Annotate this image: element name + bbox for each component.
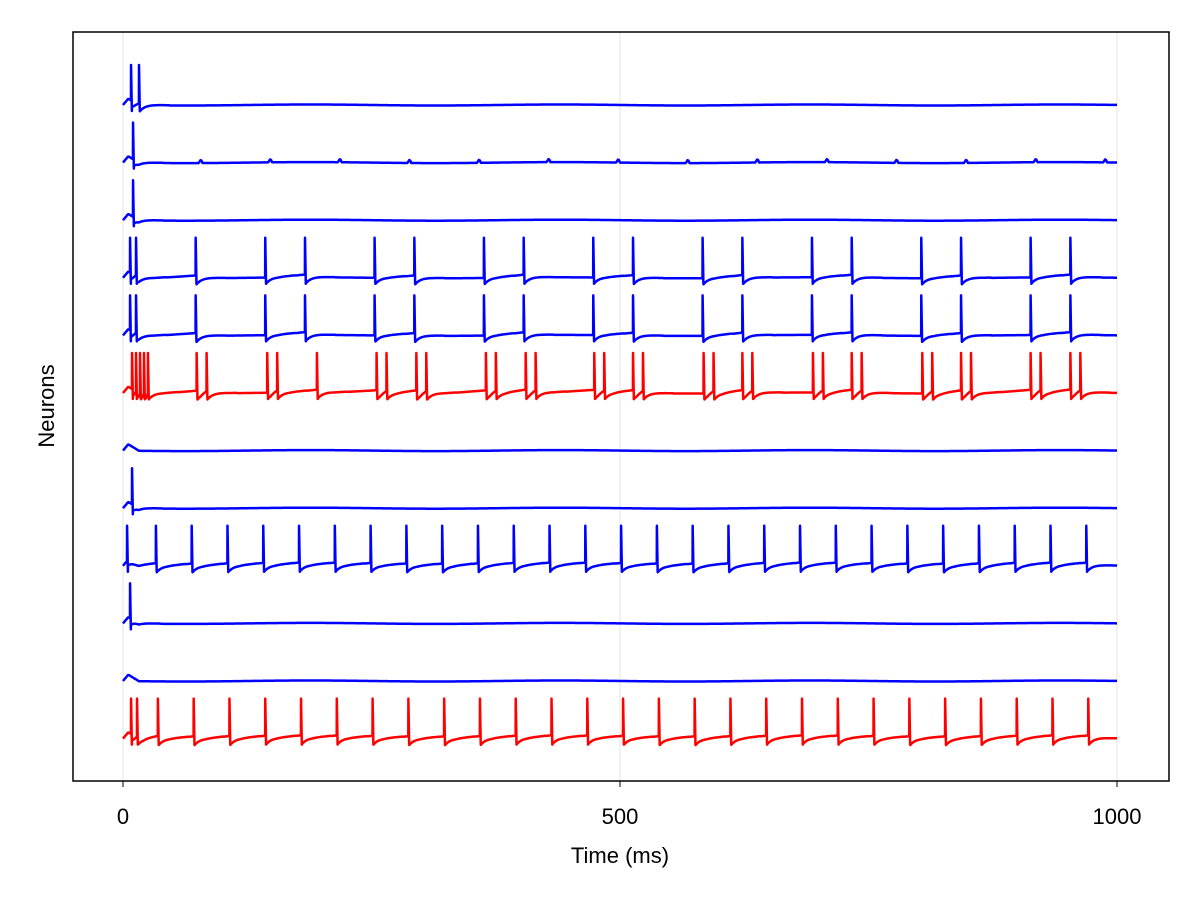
grid-layer	[122, 32, 1118, 781]
neuron-trace-6	[122, 351, 1118, 401]
x-tick-label-1000: 1000	[1093, 804, 1142, 829]
x-tick-label-0: 0	[117, 804, 129, 829]
neuron-trace-11	[122, 673, 1118, 683]
neuron-trace-9	[122, 524, 1118, 574]
neuron-trace-4	[122, 236, 1118, 286]
neuron-trace-10	[122, 582, 1118, 631]
x-tick-label-500: 500	[602, 804, 639, 829]
neuron-trace-8	[122, 466, 1118, 516]
trace-layer	[122, 63, 1118, 747]
y-axis-label: Neurons	[34, 364, 59, 447]
neuron-trace-3	[122, 178, 1118, 228]
x-axis-label: Time (ms)	[571, 843, 669, 868]
tick-layer: 0 500 1000	[117, 781, 1142, 829]
neuron-trace-7	[122, 443, 1118, 453]
neuron-trace-2	[122, 121, 1118, 170]
neuron-trace-1	[122, 63, 1118, 113]
neuron-trace-12	[122, 697, 1118, 747]
plot-frame	[72, 31, 1170, 782]
neuron-trace-5	[122, 294, 1118, 344]
